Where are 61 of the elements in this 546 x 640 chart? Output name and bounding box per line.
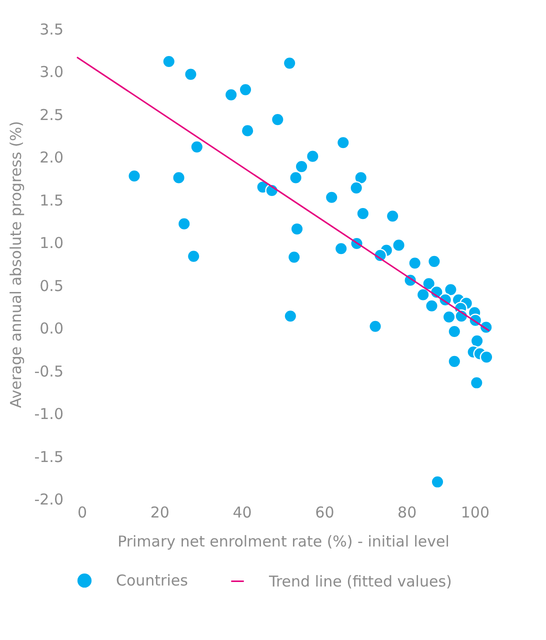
point [282, 56, 296, 70]
point [386, 209, 400, 223]
point [356, 206, 370, 220]
point [425, 299, 438, 313]
y-tick-label: -1.5 [34, 448, 64, 466]
legend-label: Countries [116, 572, 188, 590]
point [284, 309, 298, 323]
x-tick-label: 100 [460, 504, 490, 522]
y-tick-label: -1.0 [34, 405, 64, 424]
y-axis-title: Average annual absolute progress (%) [7, 121, 26, 408]
point [408, 256, 422, 270]
x-tick-label: 40 [232, 504, 252, 522]
point [354, 170, 368, 184]
point [190, 140, 204, 154]
point [240, 124, 254, 138]
point [448, 354, 462, 368]
point [172, 170, 186, 184]
x-tick-label: 0 [78, 504, 88, 522]
y-tick-label: -2.0 [34, 490, 64, 508]
point [128, 169, 141, 183]
point [444, 282, 458, 296]
x-tick-label: 60 [315, 504, 334, 522]
point [270, 112, 284, 126]
point [430, 475, 444, 489]
point [448, 324, 462, 338]
point [334, 242, 348, 256]
y-tick-label: 1.0 [40, 234, 64, 252]
point [470, 334, 484, 348]
point [177, 217, 191, 231]
point [290, 222, 304, 236]
y-tick-label: 0.0 [40, 320, 64, 338]
point [336, 136, 350, 150]
point [184, 68, 198, 82]
x-tick-label: 80 [398, 504, 417, 522]
point [368, 320, 382, 334]
point [162, 54, 176, 68]
point [470, 376, 484, 390]
point [480, 350, 494, 364]
point [238, 82, 252, 96]
y-tick-label: 1.5 [40, 191, 64, 210]
point [416, 288, 430, 302]
y-tick-label: 3.5 [40, 20, 64, 38]
point [294, 160, 308, 174]
y-tick-label: 2.0 [40, 148, 64, 167]
x-tick-label: 20 [150, 504, 170, 522]
x-axis-title: Primary net enrolment rate (%) - initial level [118, 532, 450, 550]
point [289, 170, 302, 184]
point [350, 181, 364, 195]
legend-label: Trend line (fitted values) [268, 572, 452, 590]
point [224, 88, 238, 102]
point [442, 310, 456, 324]
y-tick-label: 0.5 [40, 276, 64, 295]
y-tick-label: 2.5 [40, 106, 64, 124]
point [392, 238, 406, 252]
y-tick-label: 3.0 [40, 63, 64, 82]
point [186, 250, 200, 264]
point [427, 254, 441, 268]
y-tick-label: -0.5 [34, 362, 64, 380]
point [324, 190, 338, 204]
point [306, 150, 320, 164]
point [287, 250, 301, 264]
